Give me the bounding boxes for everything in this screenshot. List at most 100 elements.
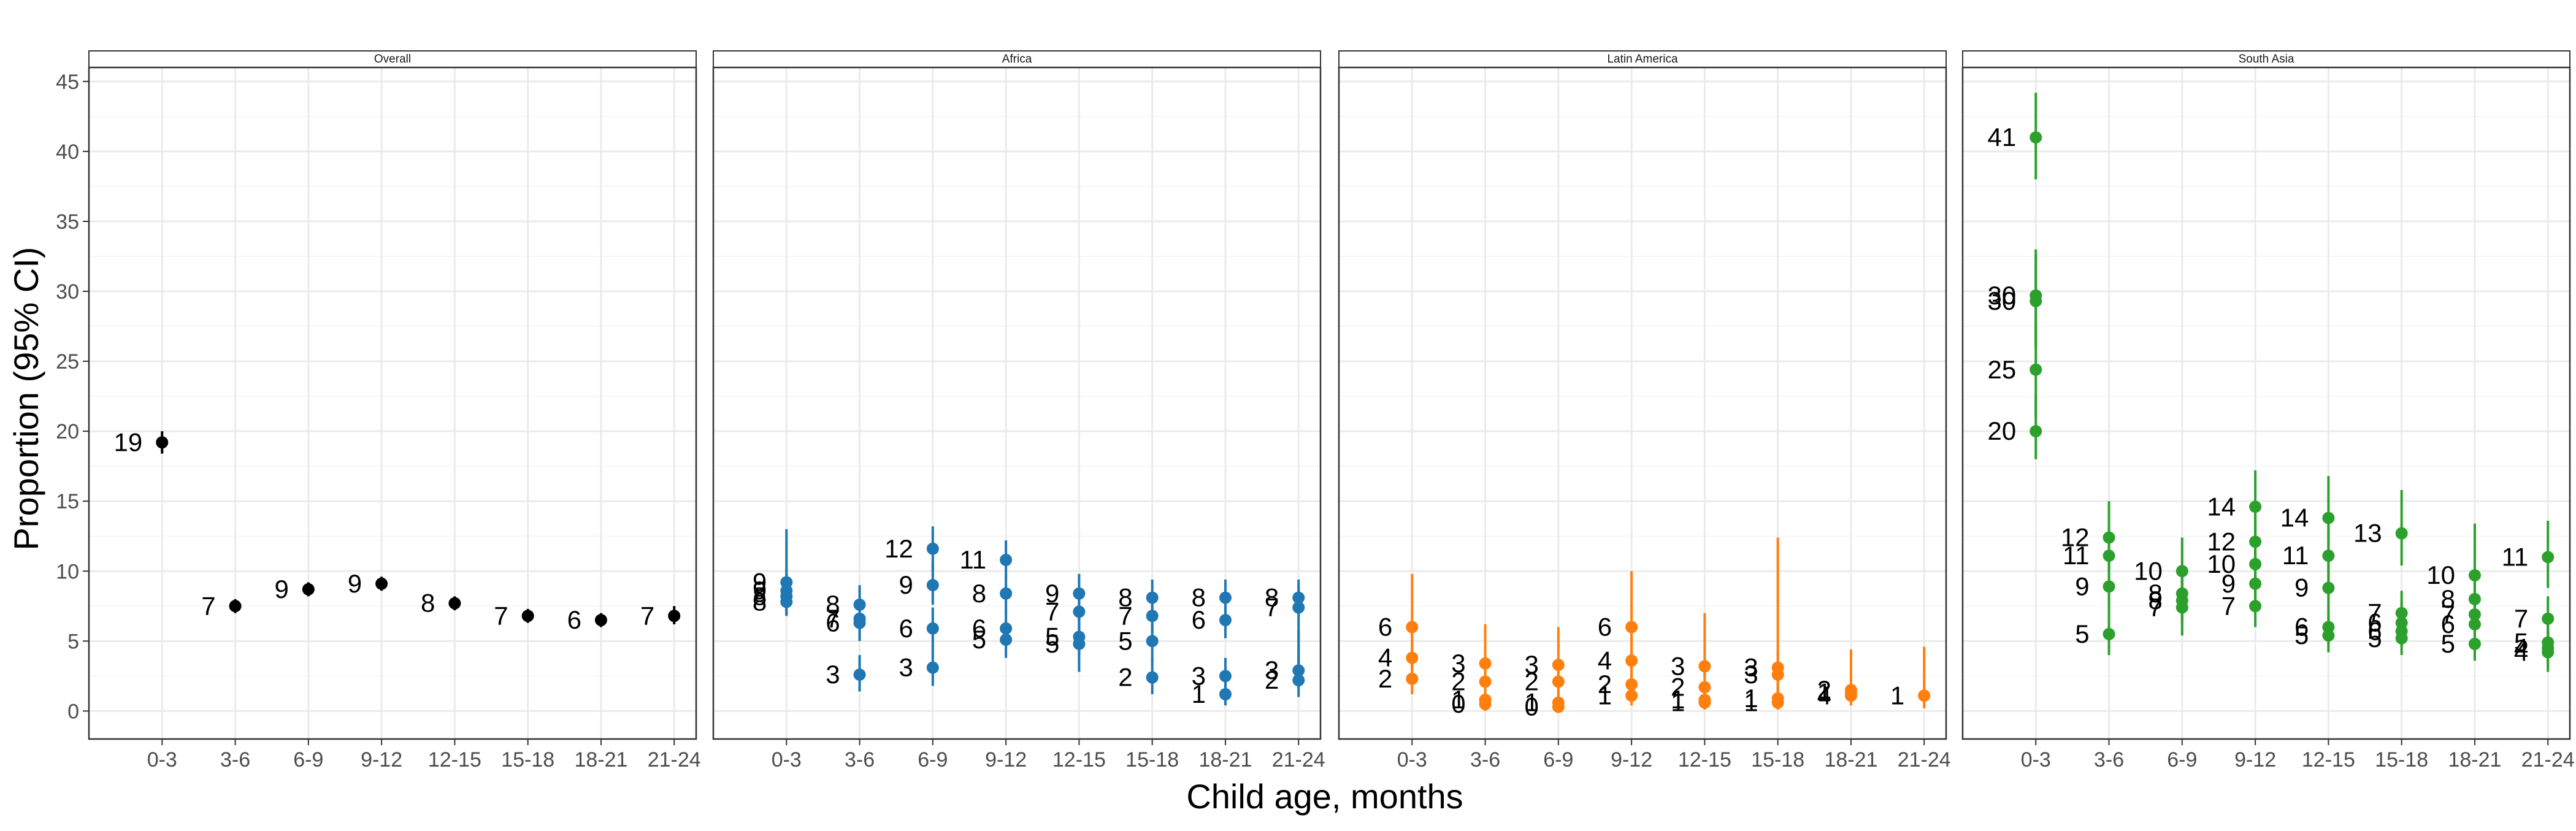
x-tick-label: 12-15 (428, 748, 481, 772)
data-label: 14 (2280, 504, 2309, 532)
y-tick-label: 20 (56, 420, 79, 443)
data-label: 12 (2207, 527, 2236, 556)
data-label: 5 (2514, 628, 2528, 657)
data-label: 5 (972, 625, 986, 654)
data-point (1146, 610, 1159, 622)
data-point (1000, 634, 1013, 646)
data-label: 3 (1744, 653, 1758, 682)
data-label: 20 (1988, 416, 2017, 445)
data-point (853, 616, 866, 629)
panel-africa: Africa 0-3 3-6 6-9 9-12 12-15 15-18 18-21 21-24 9… (712, 50, 1325, 772)
data-label: 3 (1671, 651, 1685, 680)
x-tick-label: 6-9 (293, 748, 323, 772)
data-label: 7 (494, 601, 508, 630)
data-point (1552, 675, 1565, 688)
data-point (2322, 550, 2335, 562)
x-tick-label: 12-15 (1678, 748, 1731, 772)
data-point (926, 579, 939, 592)
panel-strip (713, 50, 1321, 68)
data-label: 8 (826, 590, 840, 619)
data-point (926, 622, 939, 635)
panel-border (88, 66, 697, 740)
data-label: 4 (2514, 634, 2528, 662)
data-label: 6 (1192, 605, 1206, 634)
plot-background (1963, 67, 2570, 739)
panel-border (712, 66, 1322, 740)
x-tick-label: 9-12 (1611, 748, 1652, 772)
data-label: 8 (2148, 586, 2162, 615)
data-label: 3 (1265, 656, 1279, 684)
data-label: 1 (1451, 685, 1465, 714)
data-label: 12 (2061, 523, 2090, 552)
data-point (2030, 425, 2042, 438)
x-tick-label: 21-24 (648, 748, 701, 772)
data-label: 6 (972, 614, 986, 643)
x-tick-label: 21-24 (2521, 748, 2575, 772)
data-label: 7 (201, 591, 215, 620)
x-tick-label: 18-21 (574, 748, 627, 772)
panel-strip (1338, 50, 1947, 68)
x-tick-label: 3-6 (1470, 748, 1500, 772)
data-label: 7 (2148, 593, 2162, 622)
data-label: 2 (1524, 667, 1538, 695)
data-point (375, 577, 388, 590)
data-label: 2 (1265, 665, 1279, 694)
data-label: 3 (1744, 660, 1758, 689)
data-point (302, 583, 315, 595)
y-tick-label: 30 (56, 280, 79, 304)
data-point (2030, 131, 2042, 144)
x-tick-label: 0-3 (1397, 748, 1427, 772)
data-label: 2 (1671, 673, 1685, 702)
panel-title: Africa (1002, 53, 1032, 66)
data-label: 8 (1192, 583, 1206, 612)
data-label: 6 (2294, 613, 2309, 641)
data-point (521, 610, 534, 622)
data-label: 2 (1451, 667, 1465, 695)
x-axis-label: Child age, months (1186, 777, 1463, 816)
data-point (1698, 696, 1711, 709)
data-label: 7 (2367, 599, 2382, 627)
data-point (2322, 629, 2335, 642)
data-label: 6 (1598, 613, 1612, 641)
data-label: 9 (753, 568, 767, 597)
data-label: 0 (1524, 692, 1538, 721)
x-tick-label: 3-6 (2094, 748, 2124, 772)
data-point (1219, 614, 1232, 627)
data-point (2030, 294, 2042, 307)
data-label: 6 (826, 608, 840, 637)
x-tick-label: 3-6 (220, 748, 250, 772)
data-label: 30 (1988, 281, 2017, 310)
data-point (1292, 674, 1305, 687)
x-tick-label: 6-9 (1543, 748, 1573, 772)
data-label: 9 (2075, 572, 2089, 600)
data-label: 10 (2207, 550, 2236, 578)
data-point (229, 600, 242, 613)
data-label: 11 (2063, 541, 2090, 570)
data-label: 4 (1817, 681, 1831, 710)
data-label: 1 (1598, 681, 1612, 710)
x-tick-label: 12-15 (1052, 748, 1106, 772)
data-point (1000, 554, 1013, 566)
data-point (668, 610, 681, 622)
data-point (2175, 601, 2188, 614)
x-tick-label: 3-6 (845, 748, 875, 772)
y-tick-label: 40 (56, 140, 79, 164)
data-point (1146, 671, 1159, 684)
data-point (1625, 654, 1638, 667)
data-point (1552, 700, 1565, 713)
plot-background (89, 67, 696, 739)
data-point (2322, 581, 2335, 594)
data-label: 10 (2134, 556, 2163, 585)
data-label: 25 (1988, 355, 2017, 384)
data-label: 8 (753, 581, 767, 610)
data-label: 5 (2441, 629, 2455, 658)
x-tick-label: 0-3 (147, 748, 177, 772)
data-label: 6 (2367, 616, 2382, 645)
data-point (2103, 580, 2115, 593)
panel-title: Overall (374, 53, 411, 66)
data-label: 5 (2294, 621, 2309, 649)
data-point (2395, 632, 2408, 645)
panel-latin-america: Latin America 0-3 3-6 6-9 9-12 12-15 15-18 18-2… (1338, 50, 1951, 772)
data-label: 11 (959, 545, 986, 574)
data-label: 5 (2075, 619, 2089, 648)
